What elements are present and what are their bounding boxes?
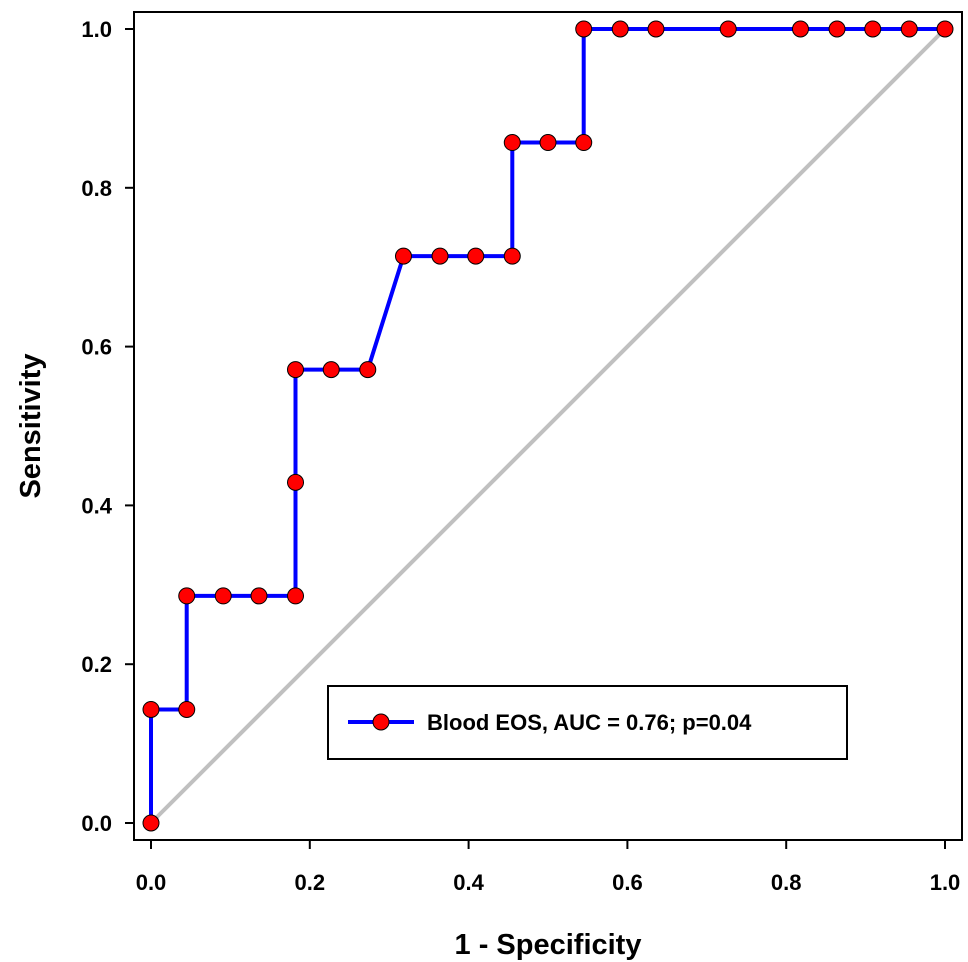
legend-box	[327, 685, 848, 760]
data-point	[142, 814, 160, 832]
x-axis-ticks: 0.0 0.2 0.4 0.6 0.8 1.0	[136, 840, 961, 895]
legend: Blood EOS, AUC = 0.76; p=0.04	[327, 685, 848, 760]
y-tick-label: 0.0	[81, 811, 112, 836]
data-point	[828, 20, 846, 38]
plot-frame	[133, 11, 963, 841]
data-point	[467, 247, 485, 265]
reference-diagonal-line	[149, 27, 947, 825]
y-tick-label: 0.6	[81, 335, 112, 360]
x-axis-title: 1 - Specificity	[455, 929, 642, 961]
data-point	[936, 20, 954, 38]
y-tick-label: 0.4	[81, 493, 112, 518]
data-point	[394, 247, 412, 265]
data-point	[575, 20, 593, 38]
data-point	[287, 587, 305, 605]
data-point	[178, 587, 196, 605]
x-tick-label: 0.0	[136, 870, 167, 895]
data-point	[503, 134, 521, 152]
series-markers	[142, 20, 954, 832]
data-point	[611, 20, 629, 38]
data-point	[250, 587, 268, 605]
x-tick-label: 0.4	[453, 870, 484, 895]
legend-marker-sample	[372, 713, 390, 731]
data-point	[575, 134, 593, 152]
data-point	[503, 247, 521, 265]
y-tick-label: 1.0	[81, 17, 112, 42]
y-axis-title: Sensitivity	[15, 353, 47, 498]
data-point	[178, 700, 196, 718]
y-tick-label: 0.8	[81, 176, 112, 201]
x-tick-label: 0.6	[612, 870, 643, 895]
y-axis-ticks: 0.0 0.2 0.4 0.6 0.8 1.0	[81, 17, 134, 836]
data-point	[431, 247, 449, 265]
data-point	[214, 587, 232, 605]
y-tick-label: 0.2	[81, 652, 112, 677]
legend-label: Blood EOS, AUC = 0.76; p=0.04	[427, 710, 752, 735]
data-point	[900, 20, 918, 38]
data-point	[142, 700, 160, 718]
data-point	[287, 473, 305, 491]
data-point	[647, 20, 665, 38]
data-point	[719, 20, 737, 38]
data-point	[791, 20, 809, 38]
data-point	[864, 20, 882, 38]
data-point	[322, 361, 340, 379]
data-point	[359, 361, 377, 379]
data-point	[539, 134, 557, 152]
data-point	[287, 361, 305, 379]
x-tick-label: 0.8	[771, 870, 802, 895]
x-tick-label: 0.2	[295, 870, 326, 895]
x-tick-label: 1.0	[930, 870, 961, 895]
